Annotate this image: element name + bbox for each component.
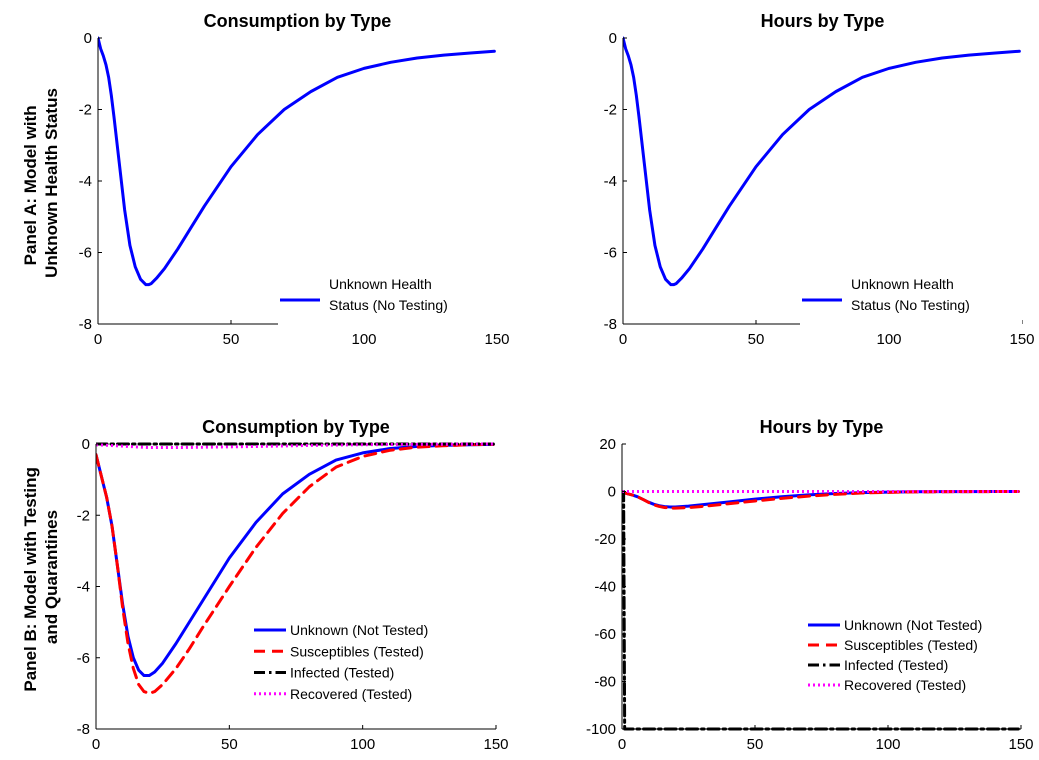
series-line-1 [623, 36, 1021, 287]
x-tick-label: 50 [221, 736, 238, 753]
chart-title: Consumption by Type [202, 417, 390, 437]
panel-a-label-line-2: Unknown Health Status [42, 88, 61, 278]
y-tick-label: -100 [586, 721, 616, 738]
chart-title: Hours by Type [761, 11, 885, 31]
legend-label: Susceptibles (Tested) [290, 643, 424, 659]
legend-label: Unknown Health [329, 276, 432, 292]
y-tick-label: -4 [604, 173, 617, 190]
y-tick-label: -4 [77, 579, 90, 596]
legend-label: Recovered (Tested) [844, 677, 966, 693]
legend-label: Status (No Testing) [329, 297, 448, 313]
y-tick-label: -2 [77, 507, 90, 524]
panel-b-label-line-2: and Quarantines [42, 510, 61, 644]
y-tick-label: -4 [79, 173, 92, 190]
x-tick-label: 100 [875, 736, 900, 753]
series-group [623, 36, 1021, 287]
y-tick-label: 0 [608, 484, 616, 501]
x-tick-label: 0 [618, 736, 626, 753]
legend-label: Unknown Health [851, 276, 954, 292]
x-tick-label: 50 [747, 736, 764, 753]
series-line-2 [622, 490, 1020, 510]
y-tick-label: -8 [77, 721, 90, 738]
chart-title: Hours by Type [760, 417, 884, 437]
legend-label: Unknown (Not Tested) [290, 622, 428, 638]
x-tick-label: 0 [92, 736, 100, 753]
plots-container: Consumption by Type 0 50 100 150 0 -2 -4 -6 -8 Unk… [77, 11, 1035, 753]
series-line-4 [96, 442, 494, 450]
legend: Unknown Health Status (No Testing) [278, 274, 498, 326]
x-tick-label: 0 [94, 331, 102, 348]
x-tick-label: 150 [1009, 331, 1034, 348]
x-tick-label: 150 [484, 331, 509, 348]
legend: Unknown Health Status (No Testing) [800, 274, 1022, 326]
y-tick-label: -20 [594, 531, 616, 548]
y-tick-label: -2 [79, 102, 92, 119]
legend: Unknown (Not Tested) Susceptibles (Tested… [246, 620, 497, 715]
x-tick-label: 100 [351, 331, 376, 348]
y-tick-label: 0 [84, 30, 92, 47]
legend-label: Infected (Tested) [844, 657, 948, 673]
x-tick-label: 50 [223, 331, 240, 348]
legend: Unknown (Not Tested) Susceptibles (Tested… [800, 615, 1021, 705]
y-tick-label: -60 [594, 626, 616, 643]
panel-b-label-line-1: Panel B: Model with Testing [21, 467, 40, 691]
chart-1: Consumption by Type 0 50 100 150 0 -2 -4 -6 -8 Unk… [79, 11, 510, 348]
panel-a-label-line-1: Panel A: Model with [21, 105, 40, 265]
x-tick-label: 150 [483, 736, 508, 753]
y-tick-label: -6 [79, 245, 92, 262]
chart-3: Consumption by Type 0 50 100 150 0 -2 -4 -6 -8 Unk… [77, 417, 509, 753]
x-tick-label: 100 [876, 331, 901, 348]
x-tick-label: 0 [619, 331, 627, 348]
legend-label: Unknown (Not Tested) [844, 617, 982, 633]
y-tick-label: 0 [609, 30, 617, 47]
legend-label: Status (No Testing) [851, 297, 970, 313]
y-tick-label: -8 [79, 316, 92, 333]
y-tick-label: -8 [604, 316, 617, 333]
y-tick-label: 20 [599, 436, 616, 453]
x-tick-label: 50 [748, 331, 765, 348]
series-group [96, 442, 495, 695]
series-group [98, 36, 496, 287]
legend-label: Infected (Tested) [290, 665, 394, 681]
y-tick-label: -2 [604, 102, 617, 119]
y-tick-label: -6 [77, 650, 90, 667]
legend-background [246, 620, 497, 715]
chart-2: Hours by Type 0 50 100 150 0 -2 -4 -6 -8 Unknown H… [604, 11, 1035, 348]
legend-label: Susceptibles (Tested) [844, 637, 978, 653]
legend-label: Recovered (Tested) [290, 686, 412, 702]
chart-title: Consumption by Type [204, 11, 392, 31]
y-tick-label: -80 [594, 674, 616, 691]
y-tick-label: -6 [604, 245, 617, 262]
y-tick-label: 0 [82, 436, 90, 453]
x-tick-label: 150 [1008, 736, 1033, 753]
y-tick-label: -40 [594, 579, 616, 596]
legend-background [800, 615, 1021, 705]
panel-b-label: Panel B: Model with Testing and Quaranti… [21, 462, 61, 691]
series-line-2 [96, 442, 495, 695]
series-line-1 [98, 36, 496, 287]
x-tick-label: 100 [350, 736, 375, 753]
panel-a-label: Panel A: Model with Unknown Health Statu… [21, 88, 61, 278]
